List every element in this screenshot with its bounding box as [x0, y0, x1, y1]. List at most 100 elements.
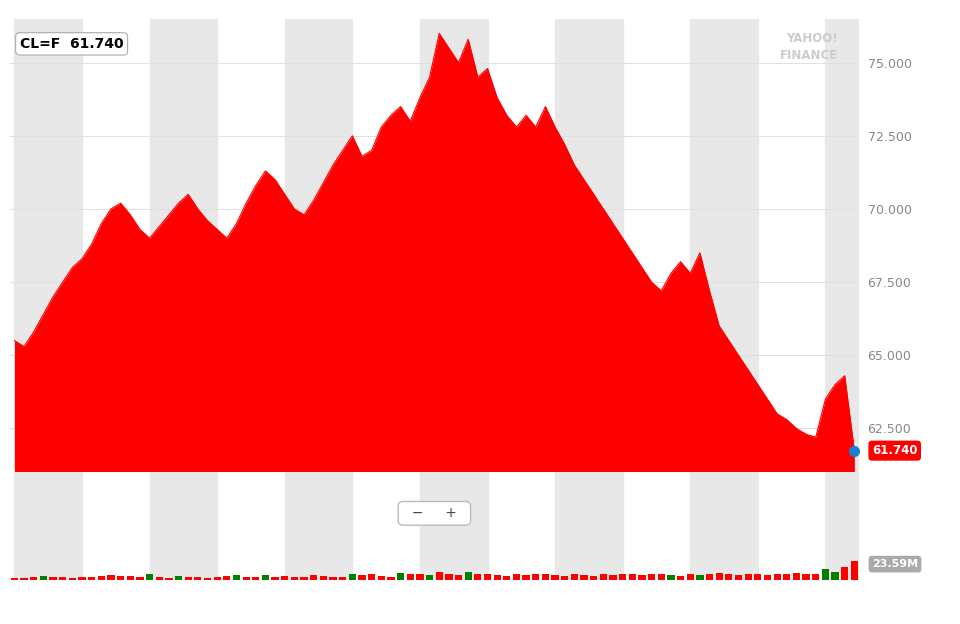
Bar [690, 472, 757, 580]
Bar [146, 575, 154, 580]
Text: CL=F  61.740: CL=F 61.740 [20, 37, 124, 51]
Bar [233, 575, 240, 580]
Bar [397, 573, 404, 580]
Bar [39, 576, 47, 580]
Bar [590, 576, 597, 580]
Bar [658, 575, 665, 580]
Text: 23.59M: 23.59M [872, 559, 918, 569]
Bar [493, 575, 501, 580]
Bar [725, 575, 732, 580]
Bar [793, 573, 800, 580]
Bar [117, 577, 124, 580]
Bar [150, 472, 217, 580]
Bar [252, 577, 259, 580]
Bar [555, 472, 623, 580]
Bar [600, 575, 607, 580]
Bar [285, 472, 352, 580]
Bar [407, 575, 414, 580]
Bar [420, 19, 488, 472]
Bar [30, 577, 37, 580]
Bar [619, 574, 626, 580]
Bar [175, 576, 182, 580]
Bar [581, 575, 588, 580]
Bar [826, 472, 893, 580]
Bar [11, 578, 18, 580]
Bar [571, 575, 578, 580]
Bar [348, 574, 356, 580]
Bar [204, 578, 211, 580]
Bar [445, 575, 452, 580]
Bar [686, 575, 694, 580]
Bar [455, 575, 462, 580]
Bar [194, 577, 202, 580]
Bar [851, 561, 858, 580]
Bar [184, 577, 192, 580]
Bar [484, 575, 492, 580]
Bar [377, 576, 385, 580]
Bar [745, 574, 752, 580]
Bar [465, 572, 471, 580]
Bar [281, 576, 288, 580]
Bar [14, 472, 82, 580]
Bar [417, 574, 423, 580]
Bar [285, 19, 352, 472]
Bar [49, 577, 57, 580]
Bar [291, 577, 298, 580]
Text: 61.740: 61.740 [872, 444, 918, 457]
Bar [300, 577, 308, 580]
Bar [14, 19, 82, 472]
Bar [213, 577, 221, 580]
Bar [629, 575, 636, 580]
Bar [783, 574, 790, 580]
Bar [541, 575, 549, 580]
Bar [436, 572, 443, 580]
Bar [156, 577, 163, 580]
Bar [358, 575, 366, 580]
Bar [812, 575, 820, 580]
Bar [648, 574, 656, 580]
Bar [329, 577, 337, 580]
Bar [88, 577, 95, 580]
Bar [243, 577, 250, 580]
Bar [831, 572, 839, 580]
Text: −     +: − + [403, 506, 466, 520]
Bar [561, 576, 568, 580]
Bar [764, 575, 771, 580]
Bar [551, 575, 559, 580]
Bar [667, 575, 675, 580]
Bar [387, 577, 395, 580]
Bar [310, 575, 318, 580]
Bar [368, 575, 375, 580]
Bar [165, 578, 173, 580]
Text: YAHOO!
FINANCE: YAHOO! FINANCE [780, 32, 838, 62]
Bar [262, 575, 269, 580]
Bar [20, 578, 28, 580]
Bar [735, 575, 742, 580]
Bar [803, 574, 809, 580]
Bar [69, 578, 76, 580]
Bar [706, 574, 713, 580]
Bar [822, 569, 829, 580]
Bar [532, 574, 540, 580]
Bar [826, 19, 893, 472]
Bar [224, 576, 230, 580]
Bar [610, 575, 616, 580]
Bar [841, 567, 849, 580]
Bar [150, 19, 217, 472]
Bar [774, 575, 780, 580]
Bar [696, 575, 704, 580]
Bar [522, 575, 530, 580]
Bar [272, 577, 278, 580]
Bar [127, 576, 133, 580]
Bar [555, 19, 623, 472]
Bar [474, 574, 482, 580]
Bar [690, 19, 757, 472]
Bar [60, 577, 66, 580]
Bar [677, 576, 684, 580]
Bar [755, 575, 761, 580]
Bar [638, 575, 645, 580]
Bar [420, 472, 488, 580]
Bar [79, 577, 85, 580]
Bar [98, 576, 105, 580]
Bar [108, 575, 114, 580]
